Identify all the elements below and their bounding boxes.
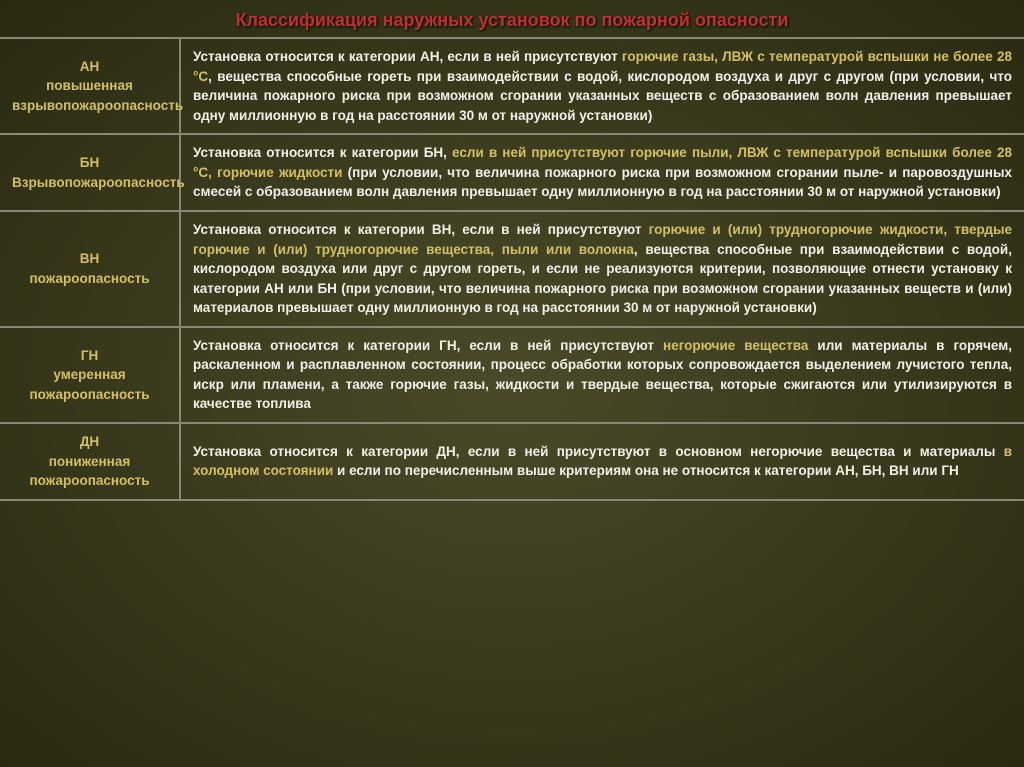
category-subtitle: умеренная пожароопасность [12, 365, 167, 404]
desc-prefix: Установка относится к категории ВН, если… [193, 222, 649, 237]
category-code: ГН [12, 346, 167, 366]
page-title: Классификация наружных установок по пожа… [0, 0, 1024, 37]
desc-prefix: Установка относится к категории ГН, если… [193, 338, 663, 353]
table-row: ГНумеренная пожароопасность Установка отн… [0, 327, 1024, 423]
category-label: ГНумеренная пожароопасность [0, 327, 180, 423]
category-code: ДН [12, 432, 167, 452]
category-subtitle: повышенная взрывопожароопасность [12, 76, 167, 115]
category-description: Установка относится к категории АН, если… [180, 38, 1024, 134]
category-label: ВНпожароопасность [0, 211, 180, 327]
category-code: ВН [12, 249, 167, 269]
desc-prefix: Установка относится к категории ДН, если… [193, 444, 1004, 459]
category-subtitle: Взрывопожароопасность [12, 173, 167, 193]
desc-highlight: негорючие вещества [663, 338, 808, 353]
desc-prefix: Установка относится к категории АН, если… [193, 49, 622, 64]
category-description: Установка относится к категории ГН, если… [180, 327, 1024, 423]
category-description: Установка относится к категории ВН, если… [180, 211, 1024, 327]
category-label: БНВзрывопожароопасность [0, 134, 180, 211]
table-row: АНповышенная взрывопожароопасность Устано… [0, 38, 1024, 134]
desc-prefix: Установка относится к категории БН, [193, 145, 452, 160]
category-description: Установка относится к категории БН, если… [180, 134, 1024, 211]
table-row: ДНпониженная пожароопасность Установка от… [0, 423, 1024, 500]
classification-table: АНповышенная взрывопожароопасностьУстано… [0, 37, 1024, 501]
category-label: ДНпониженная пожароопасность [0, 423, 180, 500]
table-row: ВНпожароопасность Установка относится к к… [0, 211, 1024, 327]
category-code: АН [12, 57, 167, 77]
category-label: АНповышенная взрывопожароопасность [0, 38, 180, 134]
desc-suffix: , вещества способные гореть при взаимоде… [193, 69, 1012, 123]
category-subtitle: пожароопасность [12, 269, 167, 289]
category-subtitle: пониженная пожароопасность [12, 452, 167, 491]
category-description: Установка относится к категории ДН, если… [180, 423, 1024, 500]
desc-suffix: и если по перечисленным выше критериям о… [333, 463, 958, 478]
table-row: БНВзрывопожароопасностьУстановка относит… [0, 134, 1024, 211]
category-code: БН [12, 153, 167, 173]
